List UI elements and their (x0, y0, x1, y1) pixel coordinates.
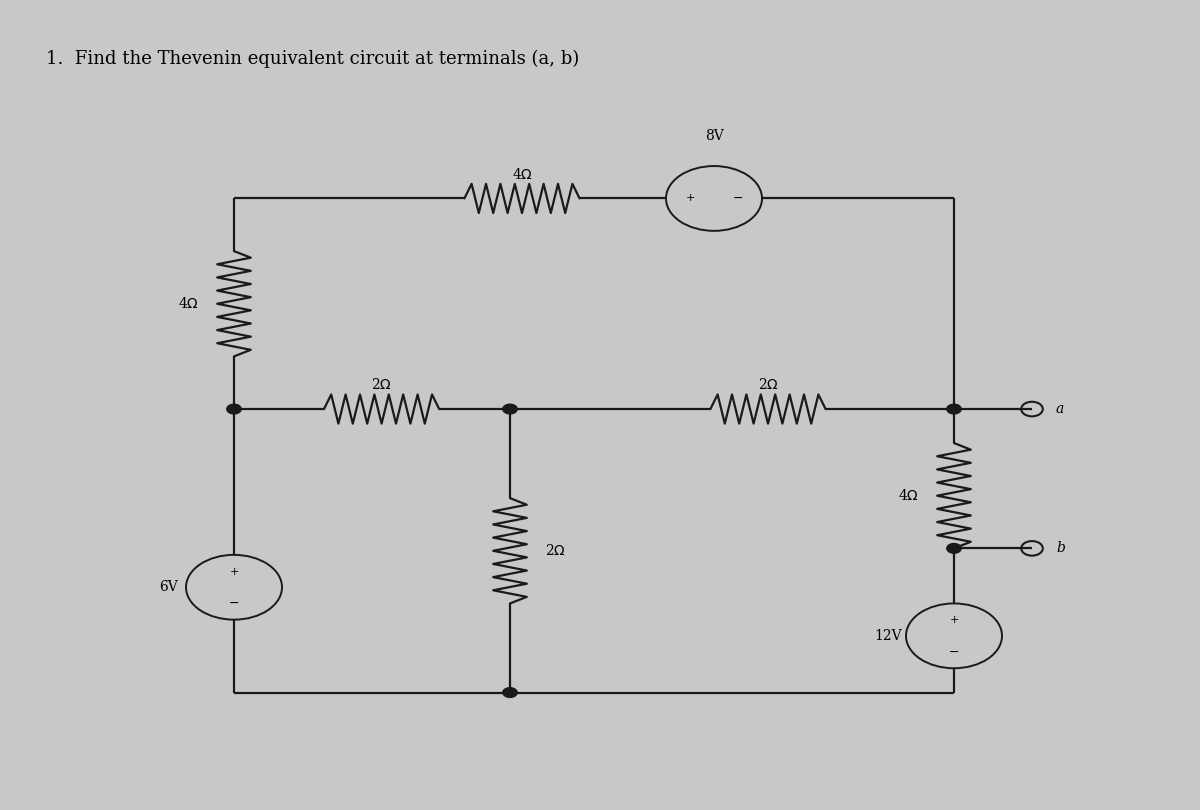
Text: 2$\Omega$: 2$\Omega$ (757, 377, 779, 392)
Text: 4$\Omega$: 4$\Omega$ (898, 488, 919, 503)
Text: 4$\Omega$: 4$\Omega$ (511, 167, 533, 181)
Text: +: + (685, 194, 695, 203)
Circle shape (503, 404, 517, 414)
Text: 2$\Omega$: 2$\Omega$ (371, 377, 392, 392)
Circle shape (947, 544, 961, 553)
Text: −: − (733, 192, 743, 205)
Text: 8V: 8V (704, 130, 724, 143)
Circle shape (503, 688, 517, 697)
Text: 4$\Omega$: 4$\Omega$ (178, 296, 199, 311)
Text: 12V: 12V (874, 629, 902, 643)
Text: +: + (949, 616, 959, 625)
Text: 2$\Omega$: 2$\Omega$ (545, 544, 566, 558)
Text: +: + (229, 567, 239, 577)
Text: a: a (1056, 402, 1064, 416)
Text: 1.  Find the Thevenin equivalent circuit at terminals (a, b): 1. Find the Thevenin equivalent circuit … (46, 50, 578, 69)
Text: b: b (1056, 541, 1064, 556)
Text: 6V: 6V (158, 580, 178, 595)
Circle shape (947, 404, 961, 414)
Text: −: − (949, 646, 959, 659)
Circle shape (227, 404, 241, 414)
Text: −: − (229, 597, 239, 610)
